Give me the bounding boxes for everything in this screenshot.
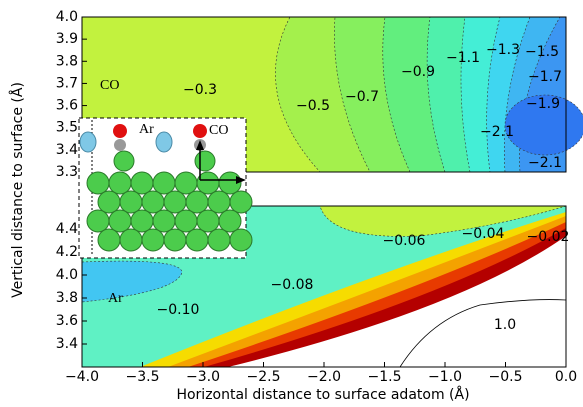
atom <box>163 228 187 252</box>
x-tick-label: −0.5 <box>489 369 523 385</box>
contour-label: −0.7 <box>345 89 379 105</box>
panel-label: Ar <box>108 291 123 306</box>
atom <box>130 171 154 195</box>
atom-ar <box>155 131 173 153</box>
panel-label: CO <box>100 78 119 93</box>
contour-label: −0.10 <box>157 302 200 318</box>
y-tick-label: 3.4 <box>56 142 78 158</box>
atom <box>207 228 231 252</box>
y-tick-label: 3.4 <box>56 336 78 352</box>
atom <box>86 171 110 195</box>
atom <box>229 228 253 252</box>
x-tick-label: 0.0 <box>555 369 577 385</box>
inset: Ar CO <box>78 117 253 259</box>
plot-frame <box>81 16 567 173</box>
y-tick-label: 3.6 <box>56 98 78 114</box>
x-tick-label: −2.0 <box>307 369 341 385</box>
y-tick-label: 3.7 <box>56 75 78 91</box>
y-tick-label: 4.0 <box>56 9 78 25</box>
contour-label: −0.06 <box>383 233 426 249</box>
contour-label: −1.7 <box>528 69 562 85</box>
contour-label: −1.5 <box>525 44 559 60</box>
contour-label: −0.04 <box>462 226 505 242</box>
contour-label: −0.02 <box>527 229 570 245</box>
atom <box>152 171 176 195</box>
atom <box>119 228 143 252</box>
atom <box>152 209 176 233</box>
atom <box>174 209 198 233</box>
contour-label: −0.08 <box>271 277 314 293</box>
atom <box>141 228 165 252</box>
x-tick-label: −1.0 <box>428 369 462 385</box>
plot-frame <box>81 205 567 368</box>
contour-fill <box>228 236 566 367</box>
atom-o <box>113 124 127 138</box>
atom <box>86 209 110 233</box>
y-tick-label: 3.8 <box>56 53 78 69</box>
contour-fill <box>82 205 567 237</box>
inset-label: Ar <box>139 122 154 137</box>
atom <box>163 190 187 214</box>
contour-label: −0.5 <box>296 98 330 114</box>
atom <box>130 209 154 233</box>
contour-fill <box>504 94 583 156</box>
atom <box>218 209 242 233</box>
atom-o <box>193 124 207 138</box>
inset-label: CO <box>209 123 228 138</box>
atom <box>185 190 209 214</box>
arrow-head <box>196 140 204 150</box>
atom <box>194 150 216 172</box>
y-tick-label: 3.6 <box>56 313 78 329</box>
contour-label: 1.0 <box>494 317 516 333</box>
atom <box>108 171 132 195</box>
y-tick-label: 4.4 <box>56 221 78 237</box>
contour-label: −2.1 <box>480 124 514 140</box>
contour-line <box>399 299 567 368</box>
x-tick-label: −3.0 <box>186 369 220 385</box>
atom <box>185 228 209 252</box>
y-tick-label: 3.5 <box>56 120 78 136</box>
atom <box>97 228 121 252</box>
atom <box>218 171 242 195</box>
x-axis-label: Horizontal distance to surface adatom (Å… <box>176 386 469 403</box>
y-tick-label: 4.2 <box>56 244 78 260</box>
contour-fill <box>81 260 183 303</box>
atom <box>196 209 220 233</box>
atom-c <box>114 139 126 151</box>
atom <box>229 190 253 214</box>
atom <box>119 190 143 214</box>
atom <box>113 150 135 172</box>
atom <box>207 190 231 214</box>
y-tick-label: 3.8 <box>56 290 78 306</box>
atom <box>141 190 165 214</box>
arrow-head <box>236 176 246 184</box>
contour-label: −1.3 <box>486 42 520 58</box>
atom <box>97 190 121 214</box>
x-tick-label: −3.5 <box>126 369 160 385</box>
y-tick-label: 3.9 <box>56 31 78 47</box>
atom <box>174 171 198 195</box>
contour-label: −2.1 <box>528 155 562 171</box>
x-tick-label: −1.5 <box>368 369 402 385</box>
atom <box>108 209 132 233</box>
x-tick-label: −4.0 <box>65 369 99 385</box>
contour-label: −0.9 <box>401 64 435 80</box>
y-axis-label: Vertical distance to surface (Å) <box>9 82 26 298</box>
atom-ar <box>79 131 97 153</box>
contour-label: −0.3 <box>183 82 217 98</box>
contour-label: −1.9 <box>526 96 560 112</box>
x-tick-label: −2.5 <box>247 369 281 385</box>
y-tick-label: 3.3 <box>56 164 78 180</box>
y-tick-label: 4.0 <box>56 267 78 283</box>
contour-label: −1.1 <box>446 50 480 66</box>
